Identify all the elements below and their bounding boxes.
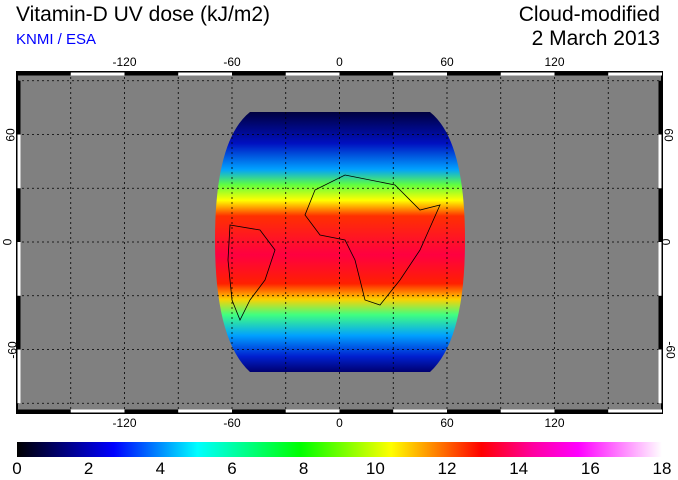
lon-tick-label: 60 — [440, 416, 454, 430]
lon-tick-label: -120 — [112, 416, 137, 430]
product-label: Cloud-modified — [518, 3, 660, 26]
lat-tick-label: 0 — [0, 238, 15, 246]
lat-tick-label: 60 — [3, 127, 18, 142]
south-america-coastline — [227, 224, 276, 321]
lat-tick-label: 60 — [661, 127, 676, 142]
lat-tick-label: 0 — [658, 238, 673, 246]
colorbar-tick-label: 0 — [12, 459, 22, 478]
colorbar-tick-label: 2 — [83, 459, 94, 478]
colorbar-tick-label: 14 — [509, 459, 529, 478]
lon-tick-label: -120 — [112, 55, 137, 69]
map-border — [17, 72, 662, 413]
lon-tick-label: 120 — [544, 416, 565, 430]
colorbar-tick-label: 10 — [365, 459, 385, 478]
lat-tick-label: -60 — [5, 340, 20, 359]
lon-tick-label: 0 — [336, 416, 343, 430]
lon-tick-label: -60 — [223, 416, 241, 430]
colorbar-tick-label: 4 — [155, 459, 166, 478]
lon-tick-label: 60 — [440, 55, 454, 69]
colorbar-tick-label: 12 — [437, 459, 457, 478]
africa-coastline — [304, 174, 441, 306]
colorbar-tick-label: 8 — [298, 459, 309, 478]
graticule — [17, 72, 662, 413]
uv-swath — [215, 112, 465, 372]
lon-tick-label: 120 — [544, 55, 565, 69]
date-label: 2 March 2013 — [531, 27, 660, 50]
lon-tick-label: 0 — [336, 55, 343, 69]
lat-tick-label: -60 — [663, 340, 678, 359]
colorbar-tick-label: 18 — [652, 459, 672, 478]
colorbar-tick-label: 6 — [227, 459, 237, 478]
lon-tick-label: -60 — [223, 55, 241, 69]
colorbar — [17, 442, 662, 457]
credit-label: KNMI / ESA — [16, 31, 97, 48]
colorbar-tick-label: 16 — [580, 459, 600, 478]
map-title: Vitamin-D UV dose (kJ/m2) — [16, 3, 271, 26]
